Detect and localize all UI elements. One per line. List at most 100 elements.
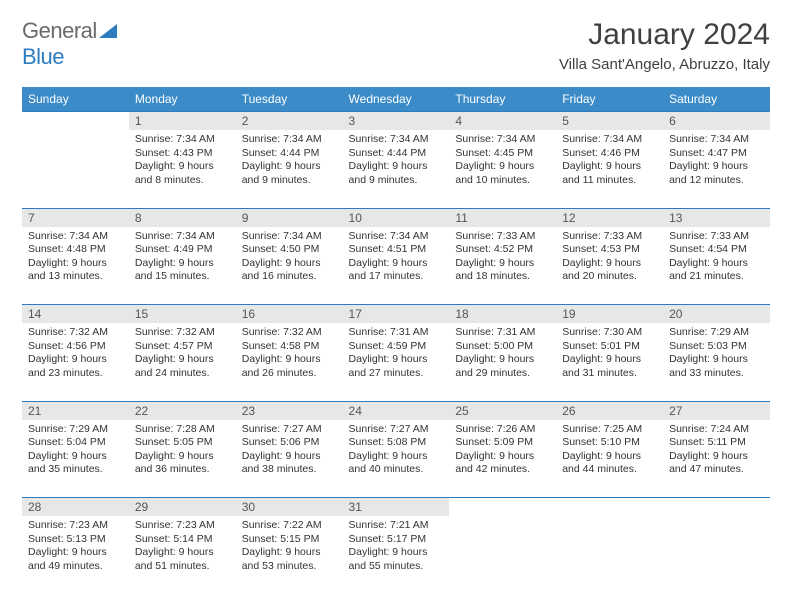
sunrise-line: Sunrise: 7:32 AM <box>28 326 123 340</box>
day-number-cell: 26 <box>556 401 663 420</box>
day-info-cell: Sunrise: 7:29 AMSunset: 5:03 PMDaylight:… <box>663 323 770 401</box>
sunrise-line: Sunrise: 7:32 AM <box>135 326 230 340</box>
day-info-row: Sunrise: 7:23 AMSunset: 5:13 PMDaylight:… <box>22 516 770 594</box>
day-info-cell: Sunrise: 7:34 AMSunset: 4:44 PMDaylight:… <box>236 130 343 208</box>
sunrise-line: Sunrise: 7:27 AM <box>349 423 444 437</box>
weekday-header-row: SundayMondayTuesdayWednesdayThursdayFrid… <box>22 87 770 112</box>
sunset-line: Sunset: 4:46 PM <box>562 147 657 161</box>
day-number-cell: 9 <box>236 208 343 227</box>
day-info-cell <box>663 516 770 594</box>
sunset-line: Sunset: 4:56 PM <box>28 340 123 354</box>
day-number-cell: 4 <box>449 112 556 131</box>
sunset-line: Sunset: 5:05 PM <box>135 436 230 450</box>
day-number-cell: 14 <box>22 305 129 324</box>
sunset-line: Sunset: 5:03 PM <box>669 340 764 354</box>
daylight-line: Daylight: 9 hours and 17 minutes. <box>349 257 444 284</box>
sunset-line: Sunset: 4:47 PM <box>669 147 764 161</box>
day-info-cell: Sunrise: 7:31 AMSunset: 5:00 PMDaylight:… <box>449 323 556 401</box>
day-info-cell: Sunrise: 7:34 AMSunset: 4:47 PMDaylight:… <box>663 130 770 208</box>
daylight-line: Daylight: 9 hours and 13 minutes. <box>28 257 123 284</box>
daylight-line: Daylight: 9 hours and 21 minutes. <box>669 257 764 284</box>
daylight-line: Daylight: 9 hours and 31 minutes. <box>562 353 657 380</box>
day-number-cell: 3 <box>343 112 450 131</box>
daylight-line: Daylight: 9 hours and 15 minutes. <box>135 257 230 284</box>
day-info-cell: Sunrise: 7:26 AMSunset: 5:09 PMDaylight:… <box>449 420 556 498</box>
sunrise-line: Sunrise: 7:33 AM <box>455 230 550 244</box>
day-info-cell <box>22 130 129 208</box>
logo-word-blue: Blue <box>22 44 64 69</box>
day-number-cell: 10 <box>343 208 450 227</box>
sunset-line: Sunset: 4:58 PM <box>242 340 337 354</box>
day-info-cell: Sunrise: 7:32 AMSunset: 4:58 PMDaylight:… <box>236 323 343 401</box>
sunrise-line: Sunrise: 7:32 AM <box>242 326 337 340</box>
sunrise-line: Sunrise: 7:34 AM <box>349 230 444 244</box>
day-info-cell: Sunrise: 7:31 AMSunset: 4:59 PMDaylight:… <box>343 323 450 401</box>
day-number-cell: 17 <box>343 305 450 324</box>
daylight-line: Daylight: 9 hours and 10 minutes. <box>455 160 550 187</box>
sunrise-line: Sunrise: 7:34 AM <box>135 133 230 147</box>
day-number-cell: 19 <box>556 305 663 324</box>
daylight-line: Daylight: 9 hours and 51 minutes. <box>135 546 230 573</box>
sunset-line: Sunset: 4:52 PM <box>455 243 550 257</box>
sunrise-line: Sunrise: 7:34 AM <box>455 133 550 147</box>
sunrise-line: Sunrise: 7:30 AM <box>562 326 657 340</box>
sunrise-line: Sunrise: 7:29 AM <box>669 326 764 340</box>
sunrise-line: Sunrise: 7:34 AM <box>562 133 657 147</box>
daylight-line: Daylight: 9 hours and 33 minutes. <box>669 353 764 380</box>
weekday-header: Wednesday <box>343 87 450 112</box>
sunrise-line: Sunrise: 7:34 AM <box>28 230 123 244</box>
daylight-line: Daylight: 9 hours and 12 minutes. <box>669 160 764 187</box>
sunrise-line: Sunrise: 7:33 AM <box>669 230 764 244</box>
day-info-cell: Sunrise: 7:28 AMSunset: 5:05 PMDaylight:… <box>129 420 236 498</box>
header: General Blue January 2024 Villa Sant'Ang… <box>22 18 770 73</box>
sunrise-line: Sunrise: 7:23 AM <box>135 519 230 533</box>
day-number-cell: 20 <box>663 305 770 324</box>
sunrise-line: Sunrise: 7:29 AM <box>28 423 123 437</box>
sunset-line: Sunset: 4:59 PM <box>349 340 444 354</box>
day-number-cell: 2 <box>236 112 343 131</box>
daylight-line: Daylight: 9 hours and 27 minutes. <box>349 353 444 380</box>
day-info-cell: Sunrise: 7:32 AMSunset: 4:56 PMDaylight:… <box>22 323 129 401</box>
day-info-row: Sunrise: 7:34 AMSunset: 4:48 PMDaylight:… <box>22 227 770 305</box>
sunrise-line: Sunrise: 7:28 AM <box>135 423 230 437</box>
sunrise-line: Sunrise: 7:31 AM <box>349 326 444 340</box>
day-number-cell: 6 <box>663 112 770 131</box>
weekday-header: Sunday <box>22 87 129 112</box>
sunset-line: Sunset: 5:14 PM <box>135 533 230 547</box>
daylight-line: Daylight: 9 hours and 11 minutes. <box>562 160 657 187</box>
day-info-cell: Sunrise: 7:22 AMSunset: 5:15 PMDaylight:… <box>236 516 343 594</box>
daylight-line: Daylight: 9 hours and 23 minutes. <box>28 353 123 380</box>
day-info-cell: Sunrise: 7:27 AMSunset: 5:08 PMDaylight:… <box>343 420 450 498</box>
sunrise-line: Sunrise: 7:33 AM <box>562 230 657 244</box>
sunrise-line: Sunrise: 7:31 AM <box>455 326 550 340</box>
day-info-cell: Sunrise: 7:32 AMSunset: 4:57 PMDaylight:… <box>129 323 236 401</box>
sunrise-line: Sunrise: 7:23 AM <box>28 519 123 533</box>
sunset-line: Sunset: 4:43 PM <box>135 147 230 161</box>
day-number-cell: 13 <box>663 208 770 227</box>
sunrise-line: Sunrise: 7:22 AM <box>242 519 337 533</box>
day-info-cell: Sunrise: 7:34 AMSunset: 4:48 PMDaylight:… <box>22 227 129 305</box>
sunrise-line: Sunrise: 7:34 AM <box>349 133 444 147</box>
day-number-cell: 7 <box>22 208 129 227</box>
day-number-cell: 11 <box>449 208 556 227</box>
day-number-cell: 18 <box>449 305 556 324</box>
day-info-cell: Sunrise: 7:21 AMSunset: 5:17 PMDaylight:… <box>343 516 450 594</box>
sunset-line: Sunset: 4:44 PM <box>349 147 444 161</box>
daylight-line: Daylight: 9 hours and 44 minutes. <box>562 450 657 477</box>
logo-triangle-icon <box>99 24 117 38</box>
sunrise-line: Sunrise: 7:24 AM <box>669 423 764 437</box>
day-info-cell: Sunrise: 7:33 AMSunset: 4:54 PMDaylight:… <box>663 227 770 305</box>
day-number-cell <box>556 498 663 517</box>
weekday-header: Tuesday <box>236 87 343 112</box>
daylight-line: Daylight: 9 hours and 38 minutes. <box>242 450 337 477</box>
day-info-row: Sunrise: 7:32 AMSunset: 4:56 PMDaylight:… <box>22 323 770 401</box>
sunset-line: Sunset: 5:15 PM <box>242 533 337 547</box>
sunset-line: Sunset: 4:49 PM <box>135 243 230 257</box>
sunset-line: Sunset: 5:09 PM <box>455 436 550 450</box>
daylight-line: Daylight: 9 hours and 47 minutes. <box>669 450 764 477</box>
sunrise-line: Sunrise: 7:21 AM <box>349 519 444 533</box>
day-info-cell: Sunrise: 7:34 AMSunset: 4:43 PMDaylight:… <box>129 130 236 208</box>
sunset-line: Sunset: 5:17 PM <box>349 533 444 547</box>
day-number-row: 123456 <box>22 112 770 131</box>
day-number-row: 78910111213 <box>22 208 770 227</box>
